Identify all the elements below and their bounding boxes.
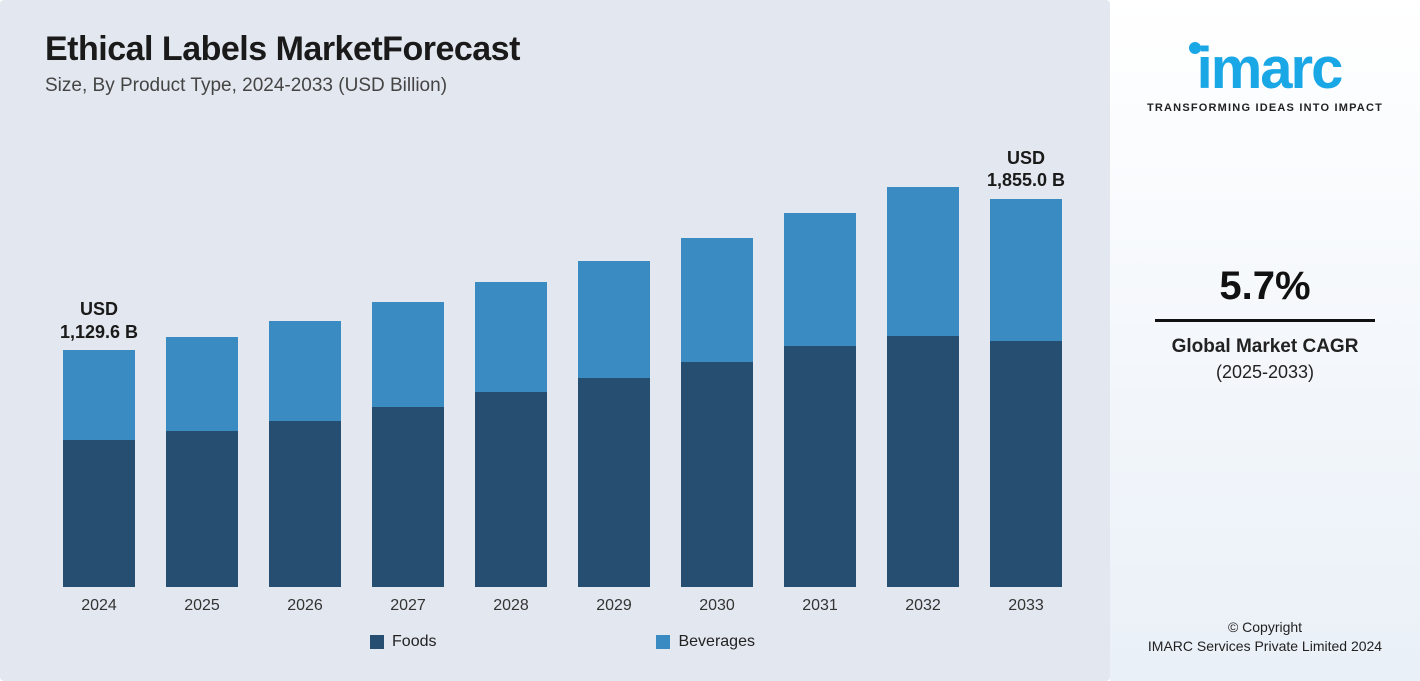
bar-2033: USD1,855.0 B: [982, 199, 1070, 587]
cagr-value: 5.7%: [1155, 264, 1375, 309]
chart-panel: Ethical Labels MarketForecast Size, By P…: [0, 0, 1110, 681]
copyright: © Copyright IMARC Services Private Limit…: [1110, 618, 1420, 657]
bar-2030: [673, 238, 761, 587]
segment-foods: [269, 421, 341, 587]
bar-2031: [776, 213, 864, 587]
x-label-2027: 2027: [364, 597, 452, 615]
x-label-2026: 2026: [261, 597, 349, 615]
segment-beverages: [372, 302, 444, 407]
x-label-2032: 2032: [879, 597, 967, 615]
value-callout-2024: USD1,129.6 B: [60, 298, 138, 343]
bar-stack: [475, 282, 547, 587]
callout-line1: USD: [60, 298, 138, 321]
x-label-2030: 2030: [673, 597, 761, 615]
legend-label-beverages: Beverages: [678, 633, 755, 651]
value-callout-2033: USD1,855.0 B: [987, 147, 1065, 192]
legend: Foods Beverages: [45, 633, 1080, 651]
copyright-line2: IMARC Services Private Limited 2024: [1110, 637, 1420, 657]
x-label-2024: 2024: [55, 597, 143, 615]
legend-item-foods: Foods: [370, 633, 436, 651]
x-label-2031: 2031: [776, 597, 864, 615]
bar-stack: [372, 302, 444, 587]
segment-beverages: [269, 321, 341, 420]
bar-stack: [63, 350, 135, 587]
x-axis: 2024 2025 2026 2027 2028 2029 2030 2031 2032 2033: [45, 587, 1080, 615]
legend-item-beverages: Beverages: [656, 633, 755, 651]
segment-beverages: [990, 199, 1062, 341]
segment-beverages: [475, 282, 547, 392]
segment-foods: [784, 346, 856, 587]
segment-foods: [990, 341, 1062, 587]
bar-2028: [467, 282, 555, 587]
segment-beverages: [681, 238, 753, 362]
cagr-period: (2025-2033): [1155, 362, 1375, 383]
segment-foods: [578, 378, 650, 587]
legend-swatch-beverages: [656, 635, 670, 649]
bar-stack: [578, 261, 650, 587]
bar-stack: [990, 199, 1062, 587]
brand-name: imarc: [1197, 40, 1342, 98]
callout-line1: USD: [987, 147, 1065, 170]
segment-beverages: [887, 187, 959, 336]
segment-foods: [887, 336, 959, 587]
bar-stack: [166, 337, 238, 587]
bar-2025: [158, 337, 246, 587]
legend-label-foods: Foods: [392, 633, 436, 651]
legend-swatch-foods: [370, 635, 384, 649]
plot-area: USD1,129.6 BUSD1,855.0 B: [45, 117, 1080, 587]
bar-2032: [879, 187, 967, 587]
bar-2024: USD1,129.6 B: [55, 350, 143, 587]
cagr-rule: [1155, 319, 1375, 322]
chart-subtitle: Size, By Product Type, 2024-2033 (USD Bi…: [45, 75, 1080, 97]
bar-2027: [364, 302, 452, 587]
segment-beverages: [63, 350, 135, 440]
bar-stack: [269, 321, 341, 587]
segment-foods: [63, 440, 135, 587]
bar-stack: [887, 187, 959, 587]
x-label-2025: 2025: [158, 597, 246, 615]
cagr-label: Global Market CAGR: [1155, 336, 1375, 358]
segment-beverages: [784, 213, 856, 346]
copyright-line1: © Copyright: [1110, 618, 1420, 638]
segment-foods: [372, 407, 444, 587]
segment-foods: [166, 431, 238, 587]
x-label-2028: 2028: [467, 597, 555, 615]
cagr-block: 5.7% Global Market CAGR (2025-2033): [1155, 264, 1375, 383]
x-label-2033: 2033: [982, 597, 1070, 615]
callout-line2: 1,855.0 B: [987, 169, 1065, 192]
bar-stack: [681, 238, 753, 587]
chart-title: Ethical Labels MarketForecast: [45, 30, 1080, 69]
callout-line2: 1,129.6 B: [60, 321, 138, 344]
bar-2029: [570, 261, 658, 587]
segment-foods: [475, 392, 547, 587]
brand-block: imarc TRANSFORMING IDEAS INTO IMPACT: [1147, 40, 1383, 114]
segment-foods: [681, 362, 753, 587]
x-label-2029: 2029: [570, 597, 658, 615]
segment-beverages: [578, 261, 650, 377]
brand-tagline: TRANSFORMING IDEAS INTO IMPACT: [1147, 102, 1383, 114]
side-panel: imarc TRANSFORMING IDEAS INTO IMPACT 5.7…: [1110, 0, 1420, 681]
bar-2026: [261, 321, 349, 587]
brand-logo: imarc: [1189, 40, 1342, 98]
bar-stack: [784, 213, 856, 587]
segment-beverages: [166, 337, 238, 431]
